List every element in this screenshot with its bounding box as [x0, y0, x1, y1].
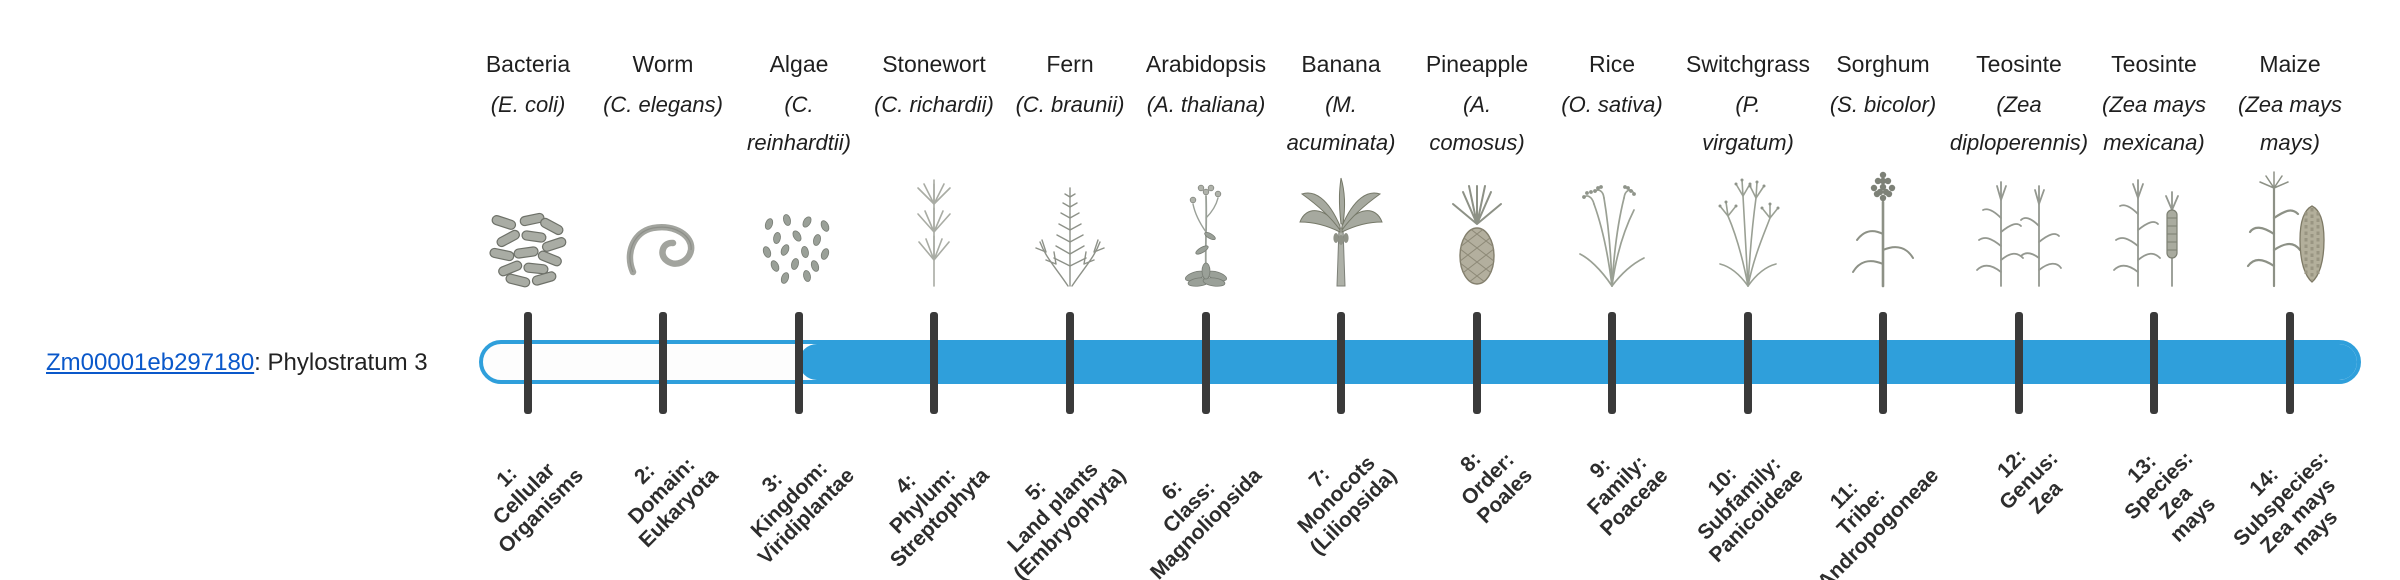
organism-common-name: Worm: [632, 51, 694, 77]
organism-scientific-name: (A. comosus): [1429, 92, 1525, 155]
stratum-label: 6: Class: Magnoliopsida: [1145, 463, 1267, 580]
organism-common-name: Maize: [2259, 51, 2321, 77]
stratum-tick: [524, 312, 532, 414]
organism-scientific-name: (E. coli): [490, 92, 566, 117]
stratum-tick: [1337, 312, 1345, 414]
stratum-tick: [2015, 312, 2023, 414]
stratum-label: 11: Tribe: Andropogoneae: [1813, 463, 1944, 580]
stratum-tick: [1473, 312, 1481, 414]
organism-column-arabidopsis: Arabidopsis (A. thaliana): [1121, 50, 1291, 287]
rice-illustration: [1527, 166, 1697, 290]
organism-column-rice: Rice (O. sativa): [1527, 50, 1697, 287]
organism-scientific-name: (C. reinhardtii): [747, 92, 851, 155]
organism-common-name: Teosinte: [1976, 51, 2062, 77]
stratum-tick: [1608, 312, 1616, 414]
organism-scientific-name: (C. braunii): [1015, 92, 1125, 117]
organism-scientific-name: (O. sativa): [1561, 92, 1663, 117]
organism-common-name: Fern: [1046, 51, 1094, 77]
organism-common-name: Arabidopsis: [1145, 51, 1267, 77]
organism-column-teosinte-mexicana: Teosinte (Zea mays mexicana): [2069, 50, 2239, 287]
organism-common-name: Bacteria: [485, 51, 571, 77]
phylostratum-bar-fill: [799, 344, 2357, 380]
stratum-tick: [930, 312, 938, 414]
stratum-tick: [1744, 312, 1752, 414]
organism-scientific-name: (P. virgatum): [1702, 92, 1794, 155]
organism-column-bacteria: Bacteria (E. coli): [443, 50, 613, 288]
organism-common-name: Rice: [1588, 51, 1635, 77]
organism-scientific-name: (C. richardii): [874, 92, 994, 117]
organism-scientific-name: (Zea diploperennis): [1949, 92, 2089, 155]
stratum-label: 12: Genus: Zea: [1992, 444, 2067, 519]
organism-common-name: Teosinte: [2111, 51, 2197, 77]
pineapple-illustration: [1392, 166, 1562, 290]
arabidopsis-illustration: [1121, 166, 1291, 290]
organism-scientific-name: (Zea mays mexicana): [2102, 92, 2206, 155]
organism-common-name: Pineapple: [1425, 51, 1529, 77]
stratum-tick: [2286, 312, 2294, 414]
gene-stratum-text: : Phylostratum 3: [254, 349, 428, 376]
phylostratum-bar: [479, 340, 2361, 384]
stratum-label: 8: Order: Poales: [1456, 447, 1538, 529]
stratum-tick: [1879, 312, 1887, 414]
stonewort-illustration: [849, 166, 1019, 290]
stratum-tick: [1066, 312, 1074, 414]
stratum-label: 5: Land plants (Embryophyta): [1002, 457, 1131, 580]
fern-illustration: [985, 166, 1155, 290]
stratum-label: 9: Family: Poaceae: [1582, 451, 1673, 541]
organism-common-name: Algae: [769, 51, 829, 77]
stratum-label: 1: Cellular Organisms: [488, 458, 589, 558]
organism-column-stonewort: Stonewort (C. richardii): [849, 50, 1019, 287]
stratum-tick: [795, 312, 803, 414]
switchgrass-illustration: [1663, 166, 1833, 290]
stratum-label: 3: Kingdom: Viridiplantae: [746, 456, 860, 570]
organism-scientific-name: (S. bicolor): [1829, 92, 1937, 117]
organism-column-switchgrass: Switchgrass (P. virgatum): [1663, 50, 1833, 287]
teosinte-diploperennis-illustration: [1934, 166, 2104, 290]
teosinte-mexicana-illustration: [2069, 166, 2239, 290]
stratum-label: 13: Species: Zea mays: [2119, 446, 2220, 547]
organism-scientific-name: (A. thaliana): [1146, 92, 1266, 117]
organism-column-teosinte-diploperennis: Teosinte (Zea diploperennis): [1934, 50, 2104, 287]
sorghum-illustration: [1798, 166, 1968, 290]
bacteria-illustration: [443, 166, 613, 290]
organism-common-name: Sorghum: [1836, 51, 1930, 77]
maize-illustration: [2205, 166, 2375, 290]
gene-id-link[interactable]: Zm00001eb297180: [46, 349, 255, 376]
stratum-tick: [1202, 312, 1210, 414]
organism-column-maize: Maize (Zea mays mays): [2205, 50, 2375, 288]
organism-scientific-name: (M. acuminata): [1286, 92, 1396, 155]
worm-illustration: [578, 166, 748, 290]
organism-scientific-name: (Zea mays mays): [2238, 92, 2342, 155]
organism-column-banana: Banana (M. acuminata): [1256, 50, 1426, 287]
gene-label: Zm00001eb297180: Phylostratum 3: [46, 349, 428, 377]
stratum-label: 7: Monocots (Liliopsida): [1293, 451, 1402, 560]
stratum-tick: [659, 312, 667, 414]
organism-scientific-name: (C. elegans): [603, 92, 723, 117]
stratum-label: 14: Subspecies: Zea mays mays: [2229, 446, 2343, 560]
banana-illustration: [1256, 166, 1426, 290]
organism-common-name: Stonewort: [882, 51, 986, 77]
algae-illustration: [714, 166, 884, 290]
organism-column-fern: Fern (C. braunii): [985, 50, 1155, 287]
organism-common-name: Switchgrass: [1686, 51, 1810, 77]
organism-column-worm: Worm (C. elegans): [578, 50, 748, 276]
organism-column-pineapple: Pineapple (A. comosus): [1392, 50, 1562, 285]
stratum-label: 4: Phylum: Streptophyta: [885, 463, 995, 572]
stratum-label: 2: Domain: Eukaryota: [624, 453, 724, 553]
organism-common-name: Banana: [1301, 51, 1381, 77]
stratum-tick: [2150, 312, 2158, 414]
organism-column-sorghum: Sorghum (S. bicolor): [1798, 50, 1968, 288]
organism-column-algae: Algae (C. reinhardtii): [714, 50, 884, 284]
